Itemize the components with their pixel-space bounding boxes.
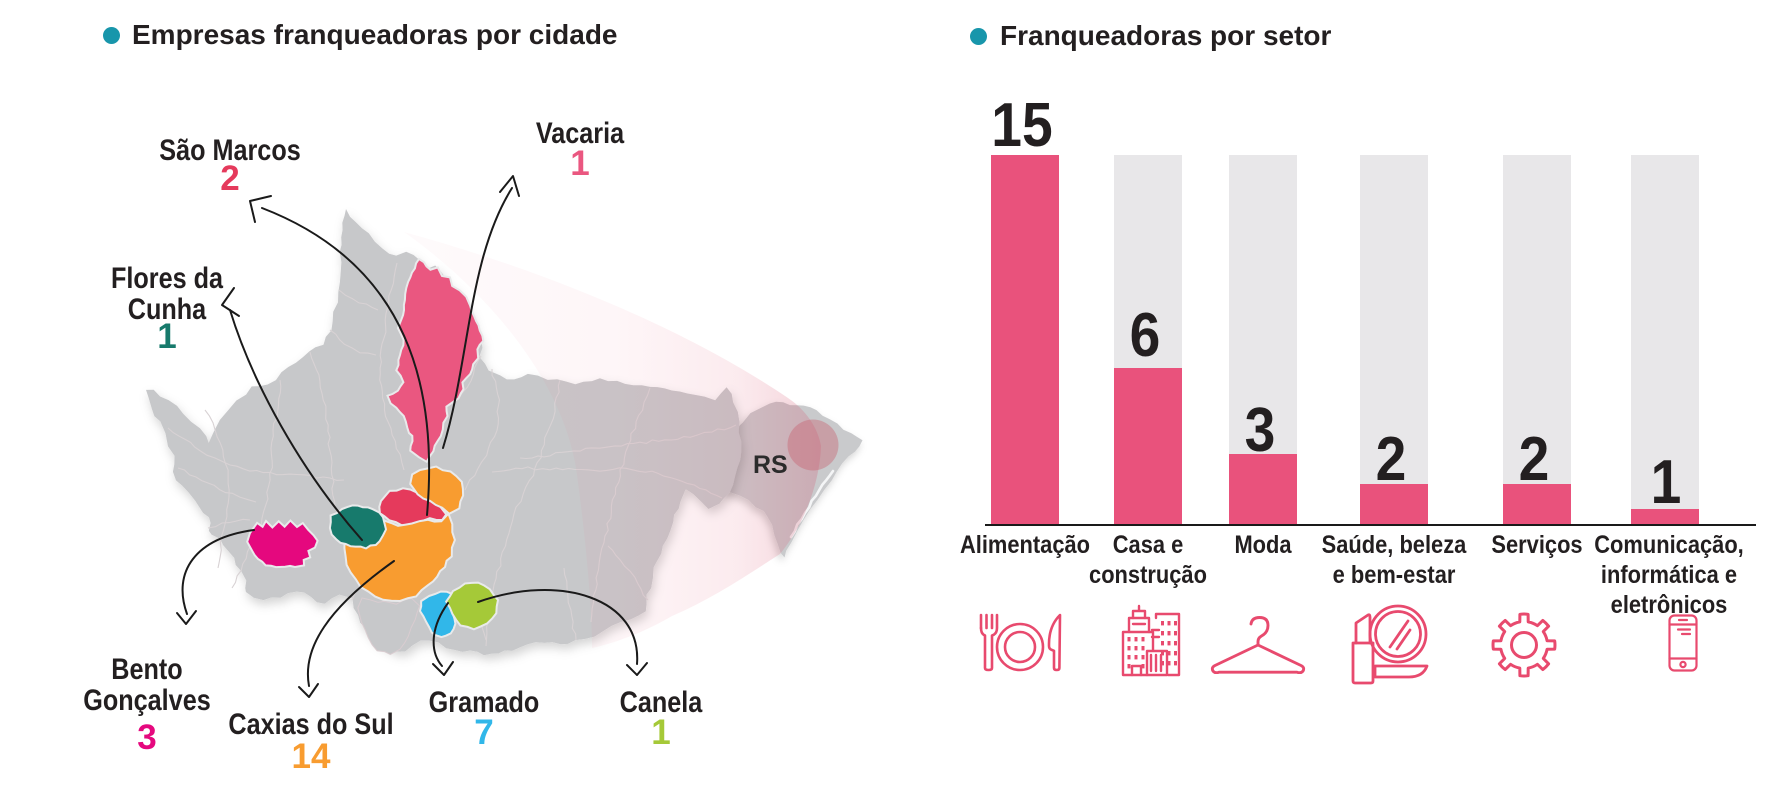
svg-text:RS: RS <box>753 451 788 479</box>
